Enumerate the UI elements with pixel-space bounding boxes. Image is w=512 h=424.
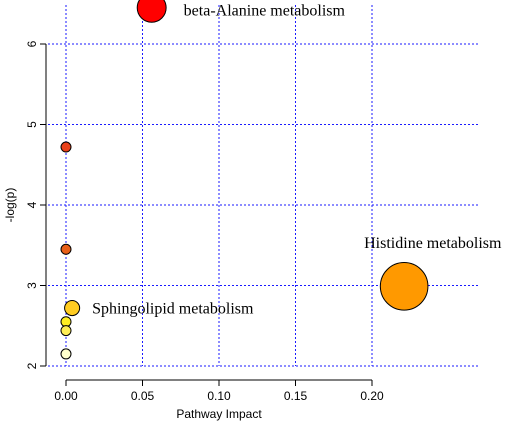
- y-tick-label: 5: [25, 121, 39, 128]
- data-point: [60, 325, 72, 337]
- data-point: [64, 300, 81, 317]
- y-tick-label: 3: [25, 282, 39, 289]
- data-point: [60, 141, 72, 153]
- y-tick-label: 4: [25, 201, 39, 208]
- grid-lines: [48, 5, 480, 367]
- x-axis-title: Pathway Impact: [176, 407, 262, 421]
- y-tick-label: 6: [25, 40, 39, 47]
- x-tick-label: 0.00: [54, 389, 78, 403]
- y-axis-line: [40, 43, 47, 367]
- x-axis-line: [65, 379, 373, 386]
- point-annotations: Histidine metabolism beta-Alanine metabol…: [92, 2, 502, 317]
- x-tick-label: 0.15: [284, 389, 308, 403]
- data-point: [379, 262, 429, 311]
- data-points: [60, 0, 429, 360]
- point-label: Sphingolipid metabolism: [92, 301, 254, 318]
- y-tick-label: 2: [25, 362, 39, 369]
- axes: [40, 43, 373, 386]
- point-label: beta-Alanine metabolism: [184, 2, 346, 19]
- data-point: [60, 348, 72, 360]
- data-point: [60, 243, 72, 255]
- point-label: Histidine metabolism: [364, 235, 502, 252]
- x-tick-label: 0.10: [207, 389, 231, 403]
- x-tick-label: 0.05: [131, 389, 155, 403]
- y-axis-title: -log(p): [3, 188, 17, 223]
- data-point: [136, 0, 167, 23]
- x-tick-label: 0.20: [360, 389, 384, 403]
